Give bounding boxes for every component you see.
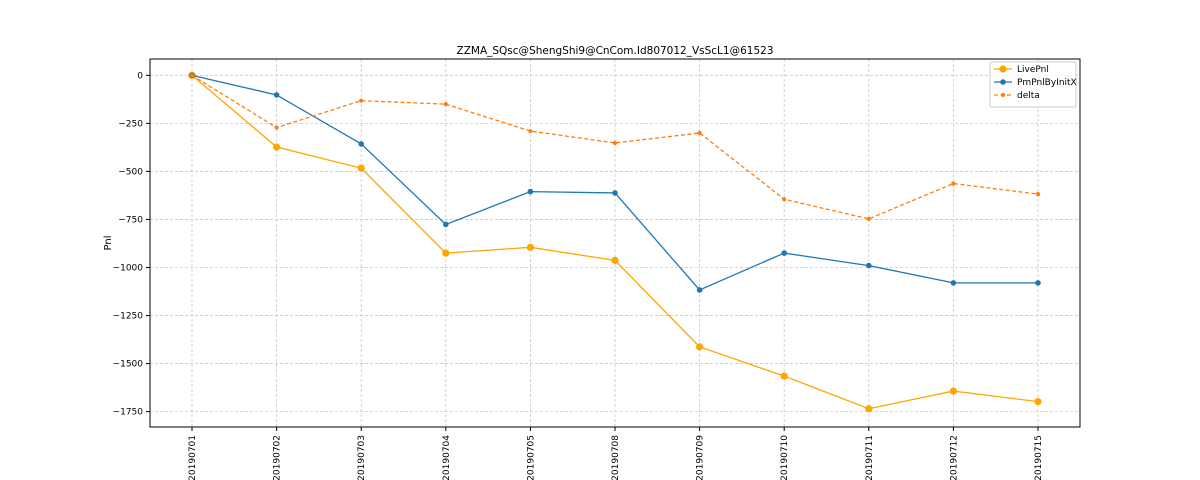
- x-tick-label: 20190705: [526, 435, 536, 480]
- data-point-delta: [274, 125, 279, 130]
- axes: 20190701 20190702 20190703 20190704 20190705…: [113, 71, 1044, 480]
- data-point-pmpnlbyinitx: [273, 92, 280, 98]
- x-tick-label: 20190701: [188, 435, 198, 480]
- x-tick-label: 20190702: [273, 435, 283, 480]
- y-tick-label: −1750: [113, 408, 144, 418]
- data-point-livepnl: [357, 164, 365, 172]
- x-tick-label: 20190709: [696, 435, 706, 480]
- data-point-pmpnlbyinitx: [1035, 280, 1041, 286]
- data-point-delta: [189, 73, 195, 78]
- y-tick-label: −250: [118, 119, 143, 129]
- data-point-pmpnlbyinitx: [950, 280, 957, 286]
- series-layer: [188, 71, 1042, 413]
- data-point-pmpnlbyinitx: [612, 190, 618, 196]
- y-axis-title: Pnl: [103, 236, 114, 251]
- data-point-pmpnlbyinitx: [527, 188, 534, 195]
- legend-label-pmpnlbyinitx: PmPnlByInitX: [1017, 78, 1077, 88]
- x-tick-label: 20190703: [357, 435, 367, 480]
- data-point-livepnl: [442, 249, 450, 257]
- y-tick-label: −1000: [113, 264, 144, 274]
- data-point-delta: [782, 197, 787, 202]
- data-point-livepnl: [611, 256, 619, 264]
- legend-label-delta: delta: [1017, 91, 1040, 101]
- data-point-pmpnlbyinitx: [696, 287, 703, 293]
- data-point-delta: [1035, 191, 1041, 197]
- data-point-livepnl: [273, 143, 281, 151]
- data-point-delta: [528, 128, 533, 134]
- data-point-delta: [359, 98, 364, 103]
- data-point-pmpnlbyinitx: [781, 250, 787, 256]
- data-point-livepnl: [696, 343, 704, 351]
- y-tick-label: −750: [118, 215, 143, 225]
- series-line-delta: [191, 74, 1039, 220]
- data-point-livepnl: [780, 372, 788, 380]
- legend-label-livepnl: LivePnl: [1017, 65, 1049, 75]
- data-point-delta: [866, 216, 871, 221]
- x-tick-label: 20190711: [865, 435, 875, 480]
- legend-marker-delta: [1000, 92, 1006, 98]
- x-tick-label: 20190710: [780, 435, 790, 480]
- y-tick-label: 0: [137, 71, 143, 81]
- data-point-delta: [697, 130, 702, 136]
- y-tick-label: −1250: [113, 312, 144, 322]
- data-point-delta: [443, 102, 448, 107]
- legend-marker-pmpnlbyinitx: [1000, 79, 1006, 85]
- data-point-livepnl: [949, 387, 958, 395]
- data-point-delta: [612, 140, 618, 146]
- grid: [150, 59, 1080, 427]
- x-tick-label: 20190704: [442, 435, 452, 480]
- data-point-livepnl: [526, 243, 535, 251]
- data-point-pmpnlbyinitx: [443, 221, 449, 228]
- data-point-pmpnlbyinitx: [866, 262, 872, 269]
- x-tick-label: 20190708: [611, 435, 621, 480]
- x-tick-label: 20190712: [949, 435, 959, 480]
- legend-box: [989, 61, 1077, 108]
- legend-marker-livepnl: [999, 65, 1007, 73]
- data-point-livepnl: [1034, 398, 1042, 406]
- data-point-delta: [951, 181, 956, 186]
- y-tick-label: −1500: [113, 360, 144, 370]
- data-point-pmpnlbyinitx: [358, 141, 365, 147]
- y-tick-label: −500: [118, 167, 143, 177]
- x-tick-label: 20190715: [1034, 435, 1044, 480]
- legend: LivePnl PmPnlByInitX delta: [989, 61, 1077, 108]
- data-point-livepnl: [865, 405, 873, 413]
- chart-title: ZZMA_SQsc@ShengShi9@CnCom.Id807012_VsScL…: [457, 45, 774, 57]
